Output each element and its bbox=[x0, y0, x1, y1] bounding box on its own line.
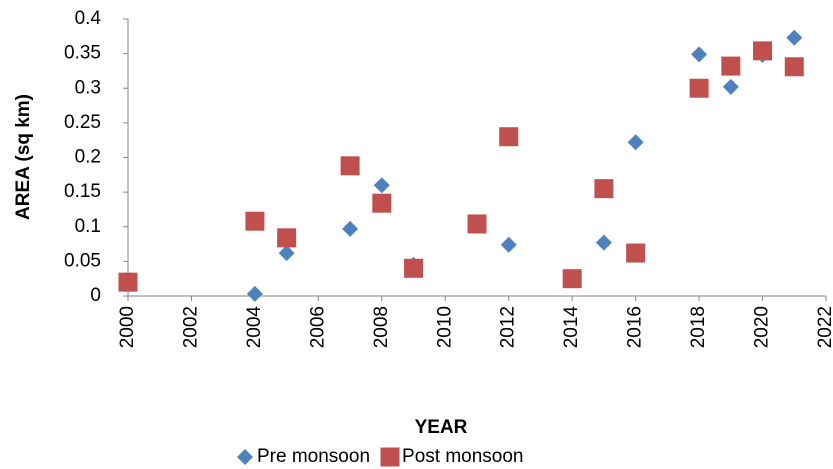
point bbox=[373, 177, 390, 194]
point bbox=[627, 134, 644, 151]
legend-label: Post monsoon bbox=[402, 446, 523, 467]
point bbox=[562, 269, 582, 289]
point bbox=[340, 156, 360, 176]
x-tick-label: 2008 bbox=[371, 306, 392, 348]
point bbox=[721, 56, 741, 76]
point bbox=[500, 236, 517, 253]
point bbox=[404, 258, 424, 278]
x-tick-label: 2004 bbox=[244, 306, 265, 349]
point bbox=[595, 234, 612, 251]
x-tick-label: 2002 bbox=[180, 306, 201, 348]
y-tick-label: 0.25 bbox=[64, 112, 101, 133]
x-tick-label: 2018 bbox=[688, 306, 709, 348]
point bbox=[246, 285, 263, 302]
point bbox=[277, 228, 297, 248]
legend-marker bbox=[380, 447, 400, 467]
y-tick-label: 0.05 bbox=[64, 250, 101, 271]
point bbox=[691, 46, 708, 63]
point bbox=[499, 127, 519, 147]
x-axis-label: YEAR bbox=[415, 417, 468, 438]
y-tick-label: 0.15 bbox=[64, 181, 101, 202]
y-tick-label: 0.3 bbox=[75, 77, 101, 98]
point bbox=[245, 211, 265, 231]
point bbox=[753, 41, 773, 61]
x-tick-label: 2014 bbox=[561, 306, 582, 349]
point bbox=[278, 245, 295, 262]
point bbox=[372, 193, 392, 213]
point bbox=[784, 57, 804, 77]
y-tick-label: 0 bbox=[90, 285, 101, 306]
x-tick-label: 2010 bbox=[434, 306, 455, 348]
x-tick-label: 2022 bbox=[815, 306, 833, 348]
x-tick-label: 2006 bbox=[307, 306, 328, 348]
legend-marker bbox=[237, 449, 253, 465]
y-tick-label: 0.2 bbox=[75, 147, 101, 168]
point bbox=[786, 29, 803, 46]
x-tick-label: 2000 bbox=[117, 306, 138, 348]
y-tick-label: 0.35 bbox=[64, 43, 101, 64]
point bbox=[689, 78, 709, 98]
point bbox=[594, 179, 614, 199]
legend-label: Pre monsoon bbox=[257, 446, 370, 467]
y-axis-label: AREA (sq km) bbox=[13, 94, 34, 220]
point bbox=[626, 243, 646, 263]
y-tick-label: 0.1 bbox=[75, 216, 101, 237]
x-tick-label: 2016 bbox=[625, 306, 646, 348]
point bbox=[118, 272, 138, 292]
point bbox=[342, 220, 359, 237]
x-tick-label: 2020 bbox=[752, 306, 773, 348]
y-tick-label: 0.4 bbox=[75, 8, 102, 29]
point bbox=[722, 78, 739, 95]
x-tick-label: 2012 bbox=[498, 306, 519, 348]
point bbox=[467, 214, 487, 234]
